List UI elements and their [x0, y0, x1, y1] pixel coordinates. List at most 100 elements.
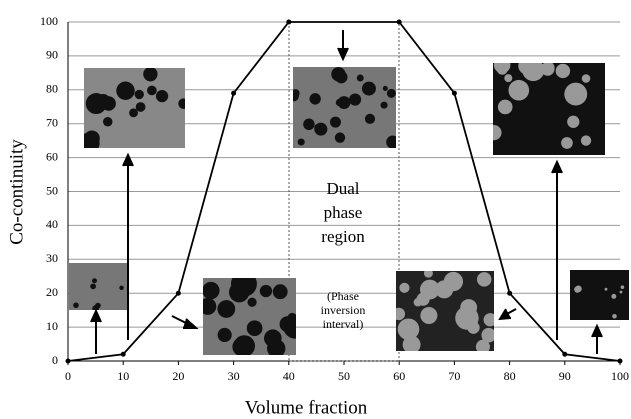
particle — [334, 132, 346, 143]
particle — [134, 89, 144, 100]
y-tick-label: 90 — [46, 48, 58, 62]
particle — [129, 108, 138, 118]
particle — [246, 320, 263, 337]
particle — [581, 74, 591, 83]
micrograph — [293, 67, 396, 148]
particle — [259, 284, 273, 298]
particle — [555, 63, 571, 79]
particle — [397, 318, 420, 341]
particle — [604, 287, 608, 291]
particle — [361, 81, 376, 96]
y-tick-label: 50 — [46, 183, 58, 197]
y-tick-label: 20 — [46, 285, 58, 299]
particle — [329, 116, 341, 128]
particle — [335, 98, 344, 107]
particle — [314, 122, 328, 136]
particle — [178, 98, 185, 109]
particle — [612, 313, 617, 319]
particle — [564, 82, 588, 106]
particle — [203, 281, 220, 300]
data-point — [507, 290, 513, 296]
particle — [147, 85, 157, 96]
particle — [203, 297, 217, 315]
particle — [143, 68, 158, 82]
arrows — [90, 30, 603, 354]
y-tick-label: 0 — [52, 353, 58, 367]
y-tick-label: 80 — [46, 82, 58, 96]
data-point — [65, 358, 71, 364]
particle — [228, 281, 250, 303]
particle — [349, 93, 362, 106]
arrow-head — [551, 159, 563, 174]
micrograph — [84, 68, 185, 148]
annotation: phase — [324, 203, 363, 222]
particle — [399, 282, 410, 293]
data-point — [451, 90, 457, 96]
x-tick-label: 0 — [65, 369, 71, 383]
y-tick-label: 40 — [46, 217, 58, 231]
particle — [297, 138, 305, 146]
particle — [155, 90, 169, 103]
particle — [574, 285, 582, 293]
particle — [504, 74, 513, 83]
annotation: region — [321, 227, 365, 246]
particle — [518, 63, 536, 75]
y-tick-label: 100 — [40, 14, 58, 28]
annotation: (Phase — [327, 289, 359, 303]
arrow-head — [337, 47, 349, 62]
particle — [95, 93, 111, 110]
data-line — [67, 21, 621, 362]
y-tick-label: 30 — [46, 251, 58, 265]
particle — [483, 313, 494, 327]
data-point — [396, 19, 402, 25]
particle — [382, 85, 388, 91]
particle — [611, 293, 617, 299]
x-tick-label: 50 — [338, 369, 350, 383]
arrow-head — [90, 308, 102, 323]
particle — [386, 88, 396, 98]
data-point — [562, 351, 568, 357]
particle — [119, 285, 124, 291]
micrograph — [203, 278, 296, 355]
micrograph-bg — [570, 270, 629, 320]
particle — [443, 271, 464, 292]
particle — [420, 306, 438, 325]
x-tick-label: 90 — [559, 369, 571, 383]
particle — [508, 79, 530, 101]
particle — [561, 137, 573, 149]
x-tick-label: 30 — [228, 369, 240, 383]
particle — [279, 316, 296, 333]
data-point — [617, 358, 623, 364]
particle — [356, 74, 364, 82]
particle — [73, 302, 79, 309]
micrograph-bg — [69, 263, 127, 310]
micrograph — [570, 270, 629, 320]
particle — [91, 278, 97, 284]
particle — [90, 283, 96, 290]
y-axis-label: Co-continuity — [6, 139, 27, 245]
particle — [386, 135, 396, 148]
annotation: inversion — [321, 303, 366, 317]
x-tick-label: 80 — [504, 369, 516, 383]
micrograph — [493, 63, 605, 155]
particle — [467, 321, 480, 334]
arrow-head — [591, 323, 603, 338]
particle — [247, 297, 257, 307]
particle — [303, 118, 315, 131]
particle — [232, 337, 252, 355]
data-point — [286, 19, 292, 25]
particle — [217, 300, 236, 318]
data-point — [175, 290, 181, 296]
particle — [619, 290, 623, 294]
insets — [69, 63, 629, 355]
particle — [567, 115, 580, 128]
particle — [263, 329, 282, 348]
particle — [496, 63, 508, 75]
particle — [396, 307, 406, 321]
data-point — [231, 90, 237, 96]
particle — [580, 135, 592, 146]
particle — [380, 101, 388, 109]
arrow-head — [122, 152, 134, 167]
